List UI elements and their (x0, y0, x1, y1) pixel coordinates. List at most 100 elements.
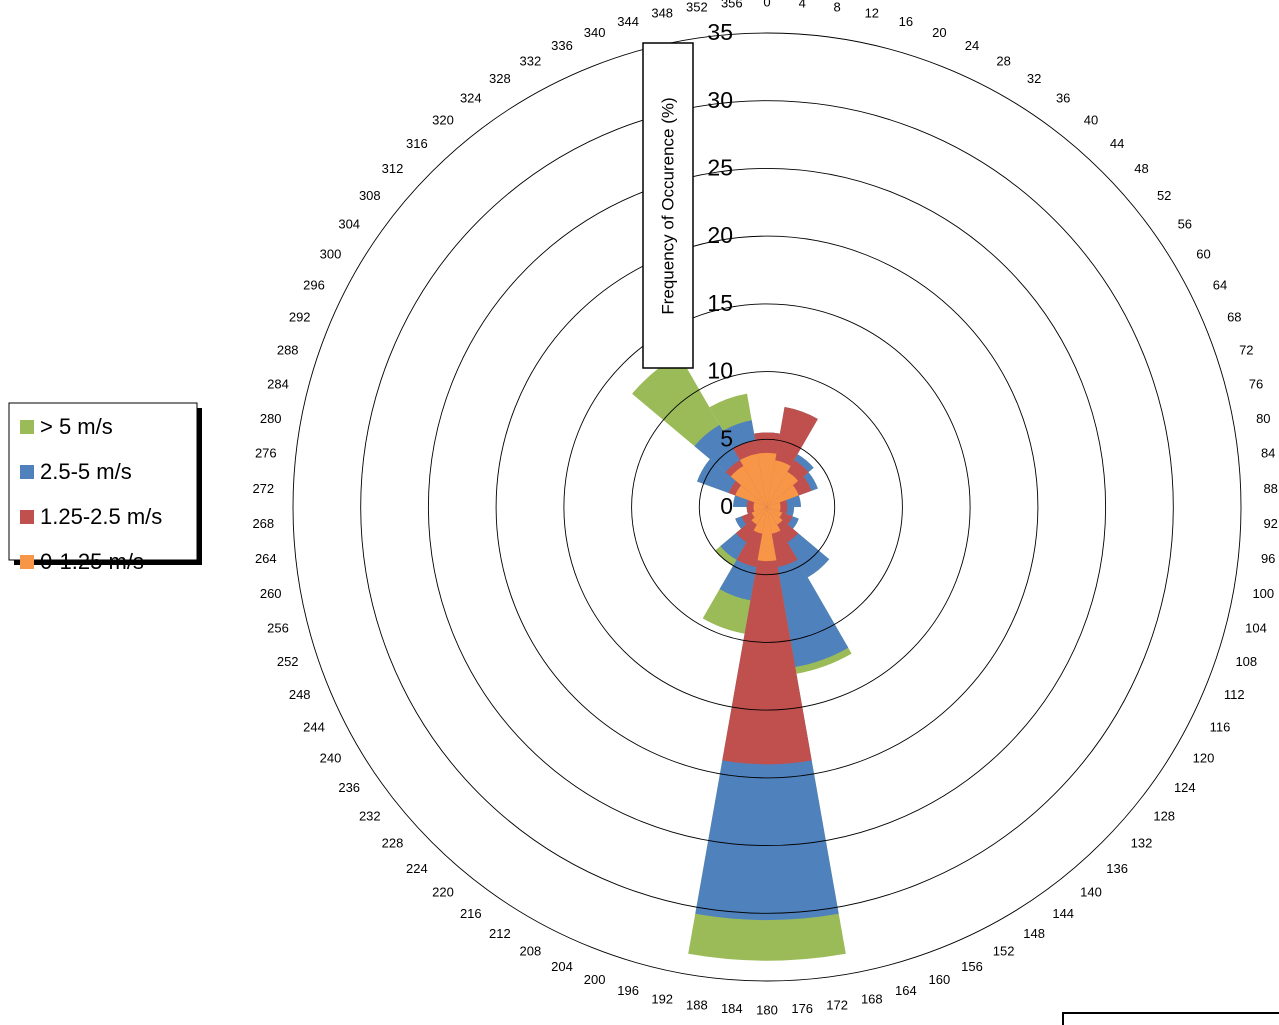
radial-tick-label: 15 (707, 290, 733, 316)
direction-label: 128 (1153, 809, 1175, 824)
sector-1-25-2-5-m-s-180 (722, 507, 812, 765)
direction-label: 240 (320, 750, 342, 765)
sector-0-1-25-m-s-160 (767, 507, 781, 534)
frame-corner (1062, 1012, 1279, 1025)
sector-0-1-25-m-s-20 (767, 460, 791, 507)
sector-0-1-25-m-s-280 (753, 502, 767, 507)
direction-label: 304 (338, 217, 360, 232)
direction-label: 20 (932, 25, 946, 40)
direction-label: 340 (584, 25, 606, 40)
sector-0-1-25-m-s-140 (767, 507, 783, 525)
direction-label: 36 (1056, 91, 1070, 106)
legend-label: > 5 m/s (40, 414, 113, 439)
sector-0-1-25-m-s-120 (767, 507, 783, 518)
sector-0-1-25-m-s-220 (751, 507, 767, 525)
direction-label: 312 (382, 161, 404, 176)
direction-label: 220 (432, 885, 454, 900)
direction-label: 348 (651, 5, 673, 20)
direction-label: 200 (584, 972, 606, 987)
radial-tick-label: 25 (707, 154, 733, 180)
direction-label: 136 (1106, 861, 1128, 876)
direction-label: 52 (1157, 188, 1171, 203)
radial-tick-labels: 0 5 10 15 20 25 30 35 (707, 19, 733, 519)
legend-label: 1.25-2.5 m/s (40, 504, 162, 529)
direction-label: 156 (961, 959, 983, 974)
grid-ring-20 (495, 235, 1039, 779)
direction-label: 216 (460, 906, 482, 921)
direction-label: 68 (1227, 310, 1241, 325)
direction-label: 308 (359, 188, 381, 203)
grid-ring-25 (427, 167, 1107, 847)
sector-0-1-25-m-s-200 (753, 507, 767, 534)
direction-label: 40 (1084, 112, 1098, 127)
direction-label: 296 (303, 278, 325, 293)
sector-layer (632, 354, 852, 961)
direction-label: 264 (255, 551, 277, 566)
direction-label: 12 (865, 5, 879, 20)
direction-label: 292 (289, 310, 311, 325)
radial-grid (292, 32, 1242, 982)
direction-label: 208 (520, 943, 542, 958)
direction-label: 192 (651, 991, 673, 1006)
direction-label: 236 (338, 780, 360, 795)
direction-label: 152 (993, 943, 1015, 958)
sector-0-1-25-m-s-80 (767, 502, 781, 507)
direction-label: 356 (721, 0, 743, 11)
direction-label: 132 (1131, 836, 1153, 851)
direction-label: 24 (965, 38, 979, 53)
direction-label: 244 (303, 719, 325, 734)
direction-label: 140 (1080, 885, 1102, 900)
sector-0-1-25-m-s-180 (757, 507, 777, 562)
radial-tick-label: 0 (720, 493, 733, 519)
radial-axis-title: Frequency of Occurence (%) (658, 97, 677, 314)
grid-ring-30 (360, 100, 1174, 914)
radial-tick-label: 20 (707, 222, 733, 248)
direction-label: 332 (520, 53, 542, 68)
radial-tick-label: 5 (720, 425, 733, 451)
sector-0-1-25-m-s-40 (767, 471, 799, 507)
direction-label: 160 (929, 972, 951, 987)
legend-label: 0-1.25 m/s (40, 549, 144, 574)
direction-label: 248 (289, 687, 311, 702)
direction-label: 172 (826, 998, 848, 1013)
direction-label: 324 (460, 91, 482, 106)
direction-label: 112 (1224, 687, 1245, 702)
direction-label: 88 (1263, 481, 1277, 496)
direction-label: 256 (267, 620, 289, 635)
grid-ring-10 (631, 371, 903, 643)
direction-label: 184 (721, 1001, 743, 1016)
direction-label: 28 (996, 53, 1010, 68)
direction-label: 260 (260, 586, 282, 601)
direction-label: 60 (1196, 246, 1210, 261)
direction-label: 108 (1235, 654, 1257, 669)
radial-tick-label: 30 (707, 87, 733, 113)
direction-label: 180 (756, 1002, 778, 1017)
grid-ring-15 (563, 303, 971, 711)
direction-label: 268 (252, 516, 274, 531)
radial-tick-label: 35 (707, 19, 733, 45)
direction-label: 144 (1052, 906, 1074, 921)
direction-label: 0 (763, 0, 770, 9)
direction-label: 188 (686, 998, 708, 1013)
grid-ring-5 (698, 438, 836, 576)
direction-label: 344 (617, 14, 639, 29)
direction-label: 120 (1193, 750, 1215, 765)
direction-label: 148 (1023, 926, 1045, 941)
direction-label: 276 (255, 446, 277, 461)
legend-box (8, 402, 198, 561)
direction-label: 124 (1174, 780, 1196, 795)
direction-label: 92 (1263, 516, 1277, 531)
direction-label: 104 (1245, 620, 1267, 635)
direction-label: 116 (1210, 719, 1231, 734)
direction-label: 224 (406, 861, 428, 876)
sector-0-1-25-m-s-260 (753, 507, 767, 512)
direction-label: 32 (1027, 71, 1041, 86)
direction-label: 288 (277, 343, 299, 358)
sector-0-1-25-m-s-340 (739, 453, 767, 507)
direction-label: 96 (1261, 551, 1275, 566)
direction-label: 16 (899, 14, 913, 29)
legend-swatch (20, 510, 34, 524)
grid-ring-35 (292, 32, 1242, 982)
direction-label: 76 (1249, 377, 1263, 392)
